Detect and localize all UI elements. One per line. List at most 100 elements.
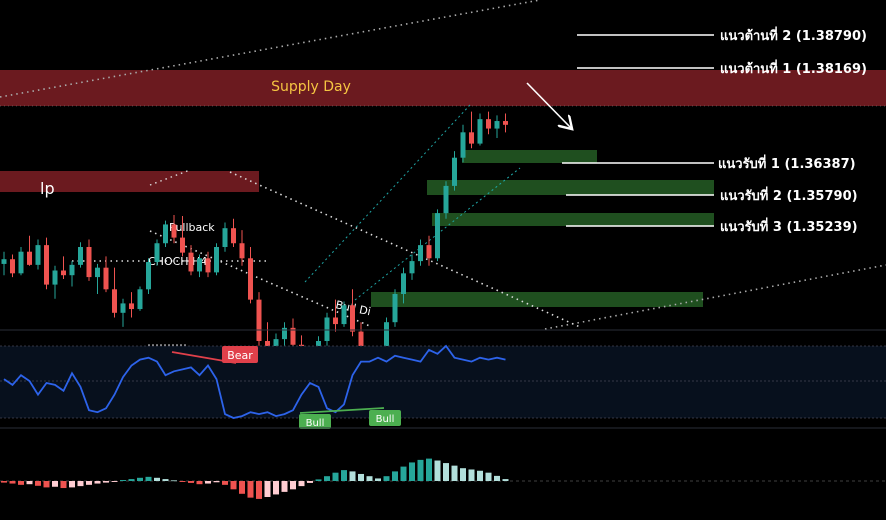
down-arrow-icon [526,82,571,128]
histogram-bar [434,460,441,481]
histogram-bar [409,462,415,481]
candle-body [248,258,253,300]
histogram-bar [205,481,211,484]
candle-body [282,327,287,340]
candle-body [180,237,185,253]
resistance-2-label: แนวต้านที่ 2 (1.38790) [720,26,867,44]
histogram-bar [18,481,24,485]
candle-body [197,258,202,272]
histogram-bar [154,477,160,481]
bull-tag-2-label: Bull [376,414,395,425]
bull-tag-1-label: Bull [306,418,325,429]
histogram-bar [273,481,279,495]
histogram-bar [358,473,364,481]
resistance-1-label: แนวต้านที่ 1 (1.38169) [720,59,867,77]
histogram-bar [256,481,262,499]
candle-body [452,157,457,186]
histogram-bar [417,459,424,481]
histogram-bar [94,481,101,484]
histogram-bar [460,468,466,481]
candle-body [469,132,474,144]
candle-body [86,247,92,278]
candle-body [477,119,483,144]
histogram-bar [426,458,432,481]
histogram-bar [111,481,118,482]
candle-body [409,261,415,274]
histogram-bar [247,481,254,498]
candle-body [137,289,143,310]
candle-body [239,243,245,259]
histogram-bar [188,481,194,483]
candle-body [503,121,508,125]
histogram-bar [120,480,126,481]
candle-body [333,317,338,325]
bear-tag [222,346,258,363]
candle-body [154,243,160,263]
candle-body [163,224,168,244]
histogram-bar [485,472,492,481]
candle-body [129,303,134,310]
histogram-bar [375,478,381,481]
histogram-bar [60,481,67,489]
histogram-bar [366,476,373,481]
histogram-bar [502,479,509,481]
candle-body [1,259,7,264]
candle-body [358,331,364,355]
bear-tag-label: Bear [227,349,253,362]
candle-body [290,327,296,345]
histogram-bar [349,471,356,481]
candle-body [494,121,500,129]
histogram-bar [315,479,322,481]
candle-body [120,303,126,313]
candle-body [171,224,177,238]
candle-body [418,245,423,262]
histogram-bar [451,465,458,481]
upper-trendline [0,0,541,98]
candle-body [273,339,279,349]
histogram-bar [145,476,152,481]
candle-body [222,228,228,247]
histogram-bar [298,481,305,487]
candle-body [443,185,449,214]
candle-body [486,119,491,129]
histogram-bar [468,469,475,481]
histogram-bar [162,479,169,481]
demand-zone-2 [427,180,714,195]
candle-body [341,305,347,325]
histogram-bar [494,475,500,481]
candle-body [214,247,219,273]
candle-body [44,245,49,285]
histogram-bar [222,481,228,485]
histogram-bar [43,481,50,488]
support-2-label: แนวรับที่ 2 (1.35790) [720,186,858,204]
histogram-bar [264,481,271,497]
histogram-bar [400,466,407,481]
histogram-bar [103,481,109,483]
rising-channel-upper [304,104,471,283]
bull-tag-1 [299,414,331,429]
histogram-bar [137,477,143,481]
histogram-bar [324,476,330,481]
histogram-bar [290,481,296,490]
lp-label: lp [40,179,55,198]
candle-body [103,267,109,290]
histogram-bar [230,481,237,490]
demand-zone-1 [462,150,597,163]
candle-body [95,267,100,278]
supply-day-label: Supply Day [271,79,351,95]
histogram-bar [179,481,186,482]
histogram-bar [281,481,288,492]
histogram-bar [307,481,313,483]
candle-body [146,262,151,290]
candles-layer [1,111,508,385]
candle-body [265,341,270,349]
histogram-bar [69,481,75,488]
supply-day-zone [0,70,886,106]
demand-zone-4 [371,292,703,307]
histogram-bar [26,481,33,485]
oscillator-line [3,344,506,419]
histogram-bar [332,472,339,481]
histogram-bar [171,480,177,482]
